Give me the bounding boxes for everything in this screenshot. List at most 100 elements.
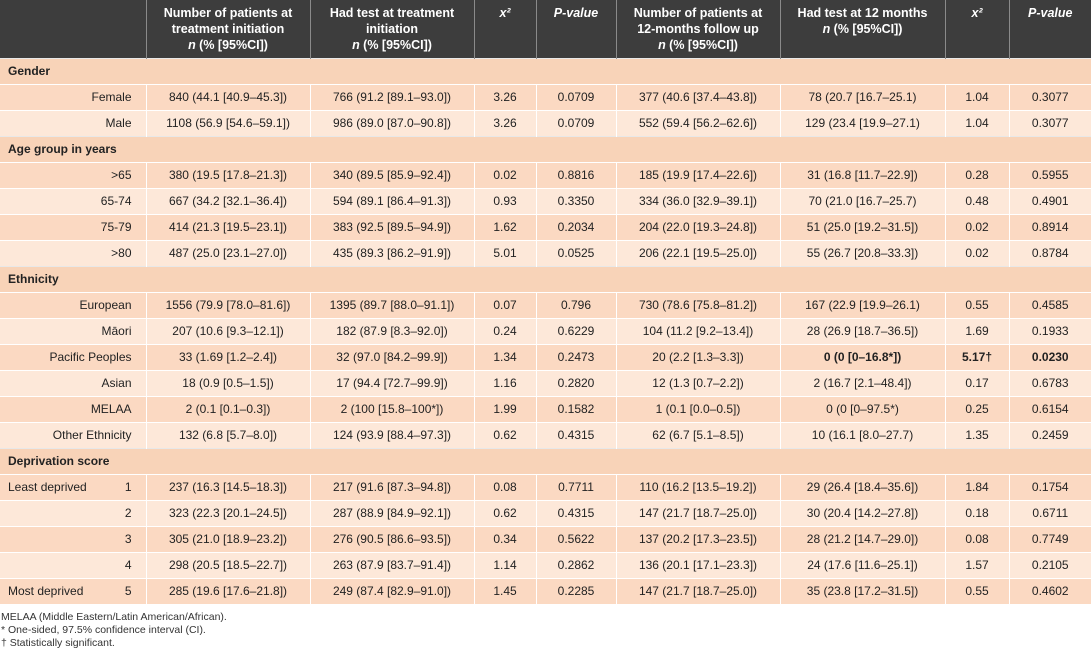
table-cell: 0.8816 [536, 161, 617, 188]
row-label-score: 4 [124, 558, 132, 572]
table-cell: 129 (23.4 [19.9–27.1) [780, 109, 946, 136]
table-cell: 487 (25.0 [23.1–27.0]) [146, 239, 311, 266]
table-cell: 20 (2.2 [1.3–3.3]) [616, 343, 781, 370]
row-label: Other Ethnicity [0, 421, 147, 448]
table-cell: 5.17† [945, 343, 1010, 370]
table-cell: 766 (91.2 [89.1–93.0]) [310, 83, 475, 110]
table-cell: 0.2473 [536, 343, 617, 370]
table-body: Gender Female 840 (44.1 [40.9–45.3]) 766 (9… [0, 57, 1091, 604]
table-cell: 10 (16.1 [8.0–27.7) [780, 421, 946, 448]
row-label: 65-74 [0, 187, 147, 214]
table-cell: 0.2105 [1009, 551, 1091, 578]
table-cell: 383 (92.5 [89.5–94.9]) [310, 213, 475, 240]
table-cell: 276 (90.5 [86.6–93.5]) [310, 525, 475, 552]
table-cell: 124 (93.9 [88.4–97.3]) [310, 421, 475, 448]
table-row: 4 298 (20.5 [18.5–22.7]) 263 (87.9 [83.7–9… [0, 551, 1091, 578]
section-title: Ethnicity [0, 265, 1091, 292]
table-cell: 0.6711 [1009, 499, 1091, 526]
table-cell: 31 (16.8 [11.7–22.9]) [780, 161, 946, 188]
table-cell: 285 (19.6 [17.6–21.8]) [146, 577, 311, 604]
header-stub [0, 0, 147, 58]
table-cell: 0.55 [945, 291, 1010, 318]
table-row: 65-74 667 (34.2 [32.1–36.4]) 594 (89.1 [86… [0, 187, 1091, 214]
table-cell: 0.08 [474, 473, 537, 500]
table-cell: 377 (40.6 [37.4–43.8]) [616, 83, 781, 110]
results-table: Number of patients at treatment initiati… [0, 0, 1091, 604]
table-cell: 0.25 [945, 395, 1010, 422]
row-label: Least deprived 1 [0, 473, 147, 500]
footnote-melaa: MELAA (Middle Eastern/Latin American/Afr… [1, 611, 227, 623]
table-cell: 1.99 [474, 395, 537, 422]
row-label: >65 [0, 161, 147, 188]
table-cell: 0.4585 [1009, 291, 1091, 318]
header-test-initiation: Had test at treatment initiation n (% [9… [310, 0, 475, 58]
table-cell: 305 (21.0 [18.9–23.2]) [146, 525, 311, 552]
table-cell: 0.2459 [1009, 421, 1091, 448]
table-cell: 137 (20.2 [17.3–23.5]) [616, 525, 781, 552]
table-row: Māori 207 (10.6 [9.3–12.1]) 182 (87.9 [8.3… [0, 317, 1091, 344]
table-cell: 1.45 [474, 577, 537, 604]
table-cell: 0.0709 [536, 109, 617, 136]
table-cell: 30 (20.4 [14.2–27.8]) [780, 499, 946, 526]
table-cell: 0.7749 [1009, 525, 1091, 552]
table-cell: 2 (0.1 [0.1–0.3]) [146, 395, 311, 422]
table-cell: 0.1933 [1009, 317, 1091, 344]
table-cell: 147 (21.7 [18.7–25.0]) [616, 577, 781, 604]
table-cell: 0.1754 [1009, 473, 1091, 500]
table-cell: 263 (87.9 [83.7–91.4]) [310, 551, 475, 578]
table-cell: 78 (20.7 [16.7–25.1) [780, 83, 946, 110]
row-label: MELAA [0, 395, 147, 422]
table-cell: 0.1582 [536, 395, 617, 422]
table-cell: 1.04 [945, 83, 1010, 110]
table-row: Pacific Peoples 33 (1.69 [1.2–2.4]) 32 (97… [0, 343, 1091, 370]
table-cell: 0 (0 [0–97.5*) [780, 395, 946, 422]
table-cell: 207 (10.6 [9.3–12.1]) [146, 317, 311, 344]
row-label: >80 [0, 239, 147, 266]
table-cell: 2 (100 [15.8–100*]) [310, 395, 475, 422]
row-label: 3 [0, 525, 147, 552]
table-cell: 1.57 [945, 551, 1010, 578]
table-row: 2 323 (22.3 [20.1–24.5]) 287 (88.9 [84.9–9… [0, 499, 1091, 526]
row-label-score: 3 [124, 532, 132, 546]
row-label-text: Least deprived [8, 480, 87, 494]
table-row: Most deprived 5 285 (19.6 [17.6–21.8]) 249 … [0, 577, 1091, 604]
table-cell: 0.3077 [1009, 83, 1091, 110]
table-cell: 0.0709 [536, 83, 617, 110]
row-label: Asian [0, 369, 147, 396]
table-cell: 132 (6.8 [5.7–8.0]) [146, 421, 311, 448]
section-header: Ethnicity [0, 265, 1091, 292]
table-cell: 0.2862 [536, 551, 617, 578]
header-n-label: n (% [95%CI]) [822, 22, 903, 36]
table-cell: 334 (36.0 [32.9–39.1]) [616, 187, 781, 214]
table-cell: 35 (23.8 [17.2–31.5]) [780, 577, 946, 604]
table-cell: 0.4315 [536, 499, 617, 526]
table-cell: 1.35 [945, 421, 1010, 448]
header-patients-12m: Number of patients at 12-months follow u… [616, 0, 781, 58]
table-cell: 730 (78.6 [75.8–81.2]) [616, 291, 781, 318]
table-cell: 51 (25.0 [19.2–31.5]) [780, 213, 946, 240]
table-cell: 185 (19.9 [17.4–22.6]) [616, 161, 781, 188]
table-cell: 0.3350 [536, 187, 617, 214]
table-cell: 1.14 [474, 551, 537, 578]
table-cell: 552 (59.4 [56.2–62.6]) [616, 109, 781, 136]
row-label: Most deprived 5 [0, 577, 147, 604]
table-cell: 0.7711 [536, 473, 617, 500]
section-title: Deprivation score [0, 447, 1091, 474]
table-cell: 29 (26.4 [18.4–35.6]) [780, 473, 946, 500]
table-cell: 62 (6.7 [5.1–8.5]) [616, 421, 781, 448]
header-patients-initiation: Number of patients at treatment initiati… [146, 0, 311, 58]
table-cell: 0.08 [945, 525, 1010, 552]
table-cell: 249 (87.4 [82.9–91.0]) [310, 577, 475, 604]
table-cell: 0.18 [945, 499, 1010, 526]
row-label: Male [0, 109, 147, 136]
table-cell: 380 (19.5 [17.8–21.3]) [146, 161, 311, 188]
table-cell: 33 (1.69 [1.2–2.4]) [146, 343, 311, 370]
table-cell: 0.02 [945, 239, 1010, 266]
table-cell: 0.62 [474, 499, 537, 526]
table-cell: 3.26 [474, 83, 537, 110]
row-label-text: Most deprived [8, 584, 84, 599]
row-label-score: 2 [124, 506, 132, 520]
table-cell: 0.2285 [536, 577, 617, 604]
table-cell: 12 (1.3 [0.7–2.2]) [616, 369, 781, 396]
table-cell: 0.0525 [536, 239, 617, 266]
